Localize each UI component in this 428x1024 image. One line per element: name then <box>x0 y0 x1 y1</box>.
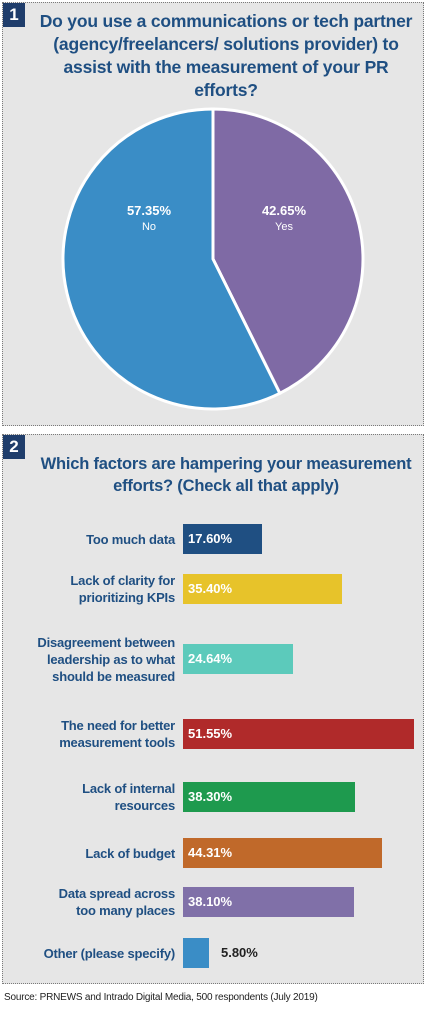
bar-value-label: 17.60% <box>188 531 233 546</box>
pie-slice-no <box>61 107 282 411</box>
bar-value-label: 24.64% <box>188 651 233 666</box>
bar-category-label: Lack of budget <box>85 845 175 861</box>
bar-category-label: Lack of clarity for prioritizing KPIs <box>70 573 175 605</box>
pie-slice-value-label: 42.65% <box>262 203 307 218</box>
bar-value-label: 5.80% <box>220 945 258 960</box>
bar: 38.10% <box>183 887 354 917</box>
pie-slice-category-label: No <box>142 221 156 233</box>
bar-value-label: 35.40% <box>188 581 233 596</box>
pie-slice-value-label: 57.35% <box>127 203 172 218</box>
bar: 17.60% <box>183 524 262 554</box>
pie-slice-category-label: Yes <box>275 221 293 233</box>
bar: 44.31% <box>183 838 382 868</box>
bar: 24.64% <box>183 644 294 674</box>
bar-category-label: Data spread across too many places <box>58 886 176 918</box>
bar-category-label: Other (please specify) <box>43 945 176 961</box>
bar: 38.30% <box>183 782 355 812</box>
question-title: Do you use a communications or tech part… <box>39 11 413 100</box>
bar-category-label: Too much data <box>86 531 175 547</box>
question-number-badge: 2 <box>3 435 25 459</box>
bar: 5.80% <box>183 938 258 968</box>
bar-value-label: 38.10% <box>188 894 233 909</box>
bar-category-label: Lack of internal resources <box>82 781 175 813</box>
bar-value-label: 44.31% <box>188 845 233 860</box>
bar-value-label: 51.55% <box>188 726 233 741</box>
source-note: Source: PRNEWS and Intrado Digital Media… <box>4 992 318 1003</box>
question-title: Which factors are hampering your measure… <box>40 455 412 495</box>
bar-category-label: The need for better measurement tools <box>59 718 175 750</box>
pie-chart: 42.65% Yes 57.35% No <box>61 107 365 411</box>
survey-panel-2: 2 Which factors are hampering your measu… <box>2 434 424 984</box>
bar-value-label: 38.30% <box>188 789 233 804</box>
bar-category-label: Disagreement between leadership as to wha… <box>37 634 175 684</box>
question-number-badge: 1 <box>3 3 25 27</box>
bar: 35.40% <box>183 574 342 604</box>
bar: 51.55% <box>183 719 414 749</box>
survey-panel-1: 1 Do you use a communications or tech pa… <box>2 2 424 426</box>
pie-slice-yes <box>211 107 365 396</box>
